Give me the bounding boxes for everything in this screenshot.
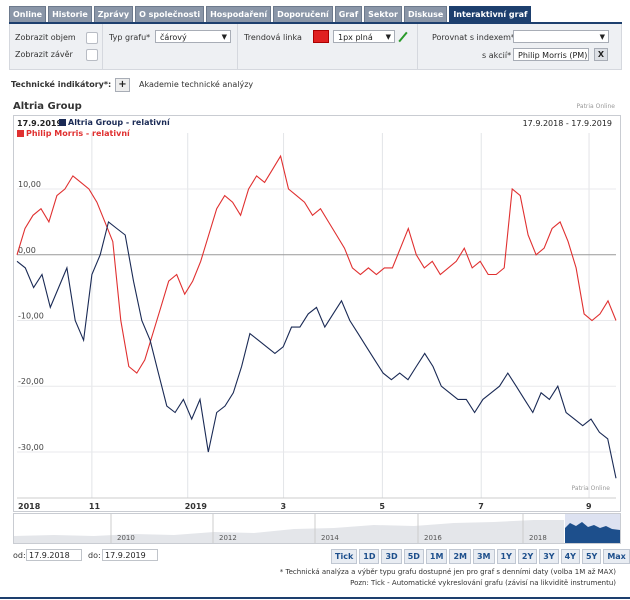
navigator-year-label: 2016 bbox=[424, 534, 442, 542]
chevron-down-icon: ▼ bbox=[385, 33, 391, 41]
tab-8[interactable]: Sektor bbox=[364, 6, 402, 23]
x-tick-label: 7 bbox=[478, 502, 484, 511]
academy-link[interactable]: Akademie technické analýzy bbox=[139, 80, 254, 89]
compare-group: Porovnat s indexem* ▼ s akcií* Philip Mo… bbox=[417, 24, 622, 69]
tab-5[interactable]: Hospodaření bbox=[206, 6, 272, 23]
y-tick-label: -20,00 bbox=[18, 377, 44, 386]
trendline-label: Trendová linka bbox=[244, 33, 302, 42]
range-button[interactable]: 1Y bbox=[496, 549, 516, 564]
legend-entry-altria: Altria Group - relativní bbox=[56, 118, 170, 127]
line-style-select[interactable]: 1px plná ▼ bbox=[333, 30, 395, 43]
x-tick-label: 5 bbox=[379, 502, 385, 511]
legend-swatch-pm bbox=[17, 130, 24, 137]
x-tick-label: 3 bbox=[281, 502, 287, 511]
series-line bbox=[16, 154, 617, 374]
navigator-year-label: 2012 bbox=[219, 534, 237, 542]
line-style-value: 1px plná bbox=[338, 33, 373, 42]
x-tick-label: 9 bbox=[586, 502, 592, 511]
range-button[interactable]: 3M bbox=[472, 549, 495, 564]
chart-title: Altria Group bbox=[13, 101, 82, 112]
range-button[interactable]: 5Y bbox=[581, 549, 602, 564]
watermark-top: Patria Online bbox=[576, 103, 615, 110]
x-tick-label: 2019 bbox=[185, 502, 208, 511]
compare-index-label: Porovnat s indexem* bbox=[432, 33, 515, 42]
tab-7[interactable]: Graf bbox=[334, 6, 363, 23]
y-tick-label: -30,00 bbox=[18, 443, 44, 452]
display-options-group: Zobrazit objem Zobrazit závěr bbox=[10, 24, 103, 69]
range-button[interactable]: 4Y bbox=[560, 549, 580, 564]
tab-2[interactable]: Historie bbox=[48, 6, 92, 23]
navigator-plot[interactable]: 2010 2012 2014 2016 2018 bbox=[14, 514, 620, 543]
date-range: 17.9.2018 - 17.9.2019 bbox=[522, 119, 612, 128]
tab-3[interactable]: Zprávy bbox=[93, 6, 134, 23]
compare-stock-input[interactable]: Philip Morris (PM) N bbox=[513, 48, 589, 61]
tab-10[interactable]: Interaktivní graf bbox=[449, 6, 532, 23]
from-date-label: od: bbox=[13, 551, 26, 560]
tab-underline bbox=[9, 22, 622, 24]
tab-4[interactable]: O společnosti bbox=[135, 6, 205, 23]
compare-index-select[interactable]: ▼ bbox=[513, 30, 609, 43]
y-tick-label: 0,00 bbox=[18, 246, 36, 255]
compare-stock-label: s akcií* bbox=[482, 51, 512, 60]
navigator-area bbox=[14, 520, 564, 543]
watermark-inner: Patria Online bbox=[571, 485, 610, 492]
chart-type-label: Typ grafu* bbox=[109, 33, 151, 42]
chevron-down-icon: ▼ bbox=[221, 33, 227, 41]
chart-settings-toolbar: Zobrazit objem Zobrazit závěr Typ grafu*… bbox=[9, 24, 622, 70]
legend-label-pm: Philip Morris - relativní bbox=[26, 129, 130, 138]
legend-date: 17.9.2019 bbox=[17, 119, 63, 128]
legend-label-altria: Altria Group - relativní bbox=[68, 118, 170, 127]
show-close-label: Zobrazit závěr bbox=[15, 50, 73, 59]
tab-1[interactable]: Online bbox=[9, 6, 47, 23]
trendline-group: Trendová linka 1px plná ▼ bbox=[237, 24, 418, 69]
range-button[interactable]: 2Y bbox=[517, 549, 538, 564]
tab-6[interactable]: Doporučení bbox=[273, 6, 333, 23]
to-date-input[interactable]: 17.9.2019 bbox=[102, 549, 158, 561]
navigator-year-label: 2014 bbox=[321, 534, 339, 542]
y-tick-label: 10,00 bbox=[18, 180, 41, 189]
x-tick-label: 2018 bbox=[18, 502, 41, 511]
chart-type-select[interactable]: čárový ▼ bbox=[155, 30, 231, 43]
chart-type-group: Typ grafu* čárový ▼ bbox=[102, 24, 238, 69]
from-date-input[interactable]: 17.9.2018 bbox=[26, 549, 82, 561]
legend-swatch-altria bbox=[59, 119, 66, 126]
show-volume-label: Zobrazit objem bbox=[15, 33, 76, 42]
chevron-down-icon: ▼ bbox=[599, 33, 605, 41]
add-indicator-button[interactable]: + bbox=[115, 78, 130, 92]
line-plot[interactable]: 2018 11 2019 3 5 7 9 10,00 0,00 -10,00 -20,00 -30,0… bbox=[14, 116, 620, 511]
clear-compare-button[interactable]: X bbox=[594, 48, 608, 61]
compare-stock-value: Philip Morris (PM) N bbox=[518, 51, 589, 60]
navigator-year-label: 2018 bbox=[529, 534, 547, 542]
range-button[interactable]: 3Y bbox=[539, 549, 559, 564]
series-line bbox=[16, 220, 617, 479]
draw-pen-icon[interactable] bbox=[398, 31, 408, 43]
range-button[interactable]: 3D bbox=[381, 549, 402, 564]
note-tick: Pozn: Tick - Automatické vykreslování gr… bbox=[350, 579, 616, 587]
bottom-border bbox=[0, 597, 630, 599]
navigator-selected-area bbox=[565, 522, 620, 543]
range-button[interactable]: 1M bbox=[425, 549, 448, 564]
x-tick-label: 11 bbox=[89, 502, 101, 511]
show-volume-checkbox[interactable] bbox=[86, 32, 98, 44]
range-button[interactable]: Max bbox=[603, 549, 630, 564]
legend-entry-pm: Philip Morris - relativní bbox=[14, 129, 130, 138]
chart-type-value: čárový bbox=[160, 33, 187, 42]
trendline-color-picker[interactable] bbox=[313, 30, 329, 43]
to-date-label: do: bbox=[88, 551, 101, 560]
tab-9[interactable]: Diskuse bbox=[403, 6, 448, 23]
note-technical-analysis: * Technická analýza a výběr typu grafu d… bbox=[279, 568, 616, 576]
chart-area: 17.9.2019 17.9.2018 - 17.9.2019 Altria G… bbox=[13, 115, 621, 512]
technical-indicators-label: Technické indikátory*: bbox=[11, 80, 112, 89]
range-button[interactable]: 2M bbox=[449, 549, 471, 564]
range-buttons: Tick 1D 3D 5D 1M 2M 3M 1Y 2Y 3Y 4Y 5Y Max bbox=[331, 549, 630, 564]
range-button[interactable]: Tick bbox=[331, 549, 358, 564]
range-button[interactable]: 5D bbox=[403, 549, 424, 564]
tab-bar: Online Historie Zprávy O společnosti Hospoda… bbox=[9, 6, 532, 23]
y-tick-label: -10,00 bbox=[18, 312, 44, 321]
timeline-navigator[interactable]: 2010 2012 2014 2016 2018 bbox=[13, 513, 621, 544]
range-button[interactable]: 1D bbox=[359, 549, 380, 564]
show-close-checkbox[interactable] bbox=[86, 49, 98, 61]
navigator-year-label: 2010 bbox=[117, 534, 135, 542]
